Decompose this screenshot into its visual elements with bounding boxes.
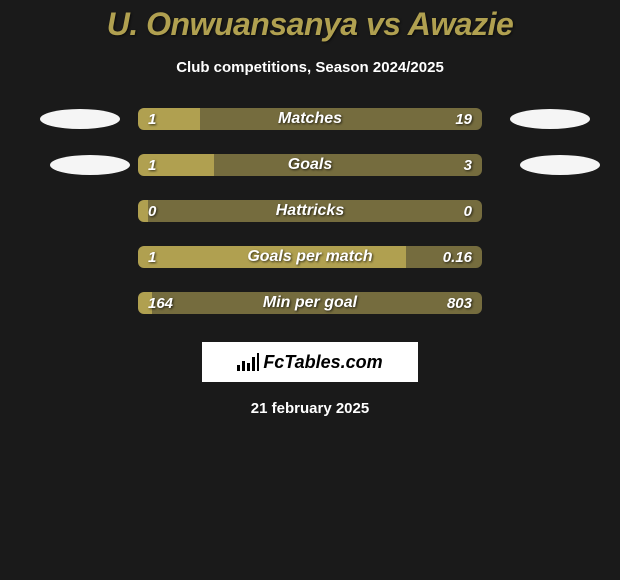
logo-spacer [30, 247, 110, 267]
stat-bar: 10.16Goals per match [138, 246, 482, 268]
stats-container: 119Matches 13Goals 00Hattricks 10.16Goals p… [0, 108, 620, 314]
stat-bar: 164803Min per goal [138, 292, 482, 314]
stat-bar: 00Hattricks [138, 200, 482, 222]
stat-row: 13Goals [0, 154, 620, 176]
brand-chart-icon [237, 353, 259, 371]
stat-row: 119Matches [0, 108, 620, 130]
stat-label: Goals [138, 154, 482, 176]
brand-text: FcTables.com [263, 352, 382, 373]
stat-row: 164803Min per goal [0, 292, 620, 314]
logo-spacer [510, 247, 590, 267]
logo-spacer [510, 293, 590, 313]
stat-label: Hattricks [138, 200, 482, 222]
team-logo-right [520, 155, 600, 175]
logo-spacer [30, 201, 110, 221]
stat-label: Goals per match [138, 246, 482, 268]
logo-spacer [30, 293, 110, 313]
brand-box: FcTables.com [202, 342, 418, 382]
team-logo-right [510, 109, 590, 129]
stat-label: Matches [138, 108, 482, 130]
stat-row: 10.16Goals per match [0, 246, 620, 268]
subtitle: Club competitions, Season 2024/2025 [0, 59, 620, 76]
stat-bar: 13Goals [138, 154, 482, 176]
stat-label: Min per goal [138, 292, 482, 314]
logo-spacer [510, 201, 590, 221]
team-logo-left [40, 109, 120, 129]
page-title: U. Onwuansanya vs Awazie [0, 0, 620, 43]
stat-row: 00Hattricks [0, 200, 620, 222]
team-logo-left [50, 155, 130, 175]
stat-bar: 119Matches [138, 108, 482, 130]
date-label: 21 february 2025 [0, 400, 620, 417]
